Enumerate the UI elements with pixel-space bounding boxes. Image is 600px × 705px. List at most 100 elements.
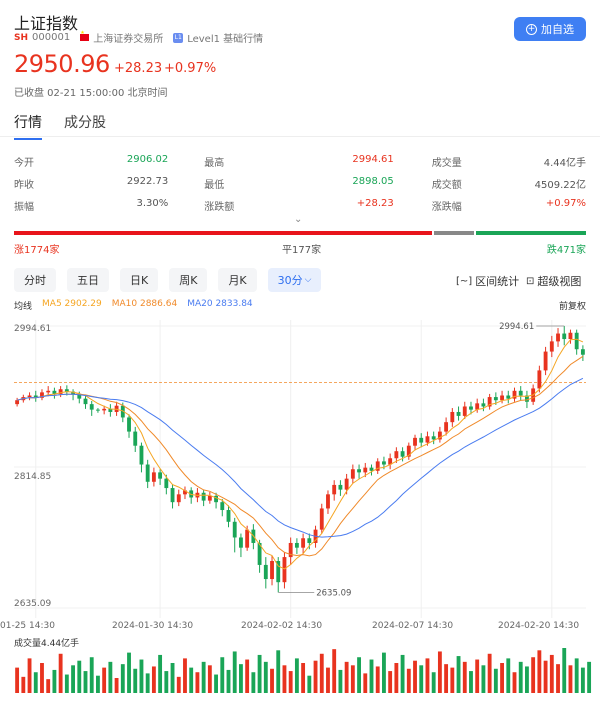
tab-quote[interactable]: 行情 xyxy=(14,112,42,140)
volume-bar xyxy=(257,654,262,693)
volume-bar xyxy=(462,661,467,693)
volume-bar xyxy=(388,671,393,693)
volume-bar xyxy=(587,661,592,693)
volume-bar xyxy=(556,664,560,693)
adjustment-mode[interactable]: 前复权 xyxy=(558,302,586,312)
volume-bar xyxy=(220,657,225,693)
add-watchlist-button[interactable]: + 加自选 xyxy=(514,17,586,41)
volume-bar xyxy=(158,654,163,693)
volume-bar xyxy=(114,678,119,693)
volume-label: 成交量4.44亿手 xyxy=(14,639,80,649)
expand-chevron-icon[interactable]: ⌄ xyxy=(294,214,303,225)
market-badge: SH xyxy=(14,32,29,43)
candle-body xyxy=(456,411,461,416)
volume-bar xyxy=(40,663,44,693)
volume-bar xyxy=(102,667,107,693)
volume-bar xyxy=(319,653,324,693)
axis-labels-layer: 2994.61 2814.85 2635.09 01-25 14:30 2024-01-… xyxy=(0,322,579,631)
candle-body xyxy=(419,437,424,443)
volume-bar xyxy=(425,658,430,693)
candle-body xyxy=(382,461,386,465)
plus-circle-icon: + xyxy=(526,23,537,35)
candle-body xyxy=(89,404,94,410)
volume-bar xyxy=(350,665,355,693)
level1-icon: L1 xyxy=(173,32,184,43)
breadth-flat-bar xyxy=(434,231,474,235)
period-30min[interactable]: 30分 ⌵ xyxy=(267,268,322,292)
period-monthly[interactable]: 月K xyxy=(218,268,257,292)
volume-bar xyxy=(83,671,88,693)
period-weekly[interactable]: 周K xyxy=(169,268,208,292)
main-tabs: 行情 成分股 xyxy=(14,112,106,140)
candle-body xyxy=(307,538,312,543)
ma20-value: MA20 2833.84 xyxy=(187,299,253,309)
volume-bar xyxy=(500,663,504,693)
candle-body xyxy=(537,370,542,389)
candle-body xyxy=(77,394,82,399)
volume-bar xyxy=(338,669,343,693)
candle-body xyxy=(444,422,449,432)
tab-constituents[interactable]: 成分股 xyxy=(64,115,106,131)
volume-bar xyxy=(568,665,573,693)
candle-body xyxy=(462,406,467,416)
market-status: 已收盘 02-21 15:00:00 北京时间 xyxy=(14,88,168,99)
volume-bar xyxy=(375,666,380,693)
level-text: Level1 基础行情 xyxy=(187,34,264,45)
volume-bar xyxy=(580,667,585,693)
candle-body xyxy=(369,467,374,471)
period-5day[interactable]: 五日 xyxy=(67,268,109,292)
volume-bar xyxy=(15,667,20,693)
candle-body xyxy=(350,469,355,479)
volume-bar xyxy=(431,672,436,693)
candle-body xyxy=(344,478,349,490)
volume-bar xyxy=(176,676,181,693)
candle-body xyxy=(127,417,131,432)
candle-body xyxy=(556,333,560,342)
volume-bar xyxy=(469,671,473,693)
candle-body xyxy=(506,395,511,399)
volume-bar xyxy=(270,668,274,693)
candle-body xyxy=(301,538,306,548)
volume-bar xyxy=(506,658,511,693)
volume-bar xyxy=(456,656,461,693)
volume-bar xyxy=(543,660,548,693)
candle-body xyxy=(120,405,125,418)
candle-body xyxy=(27,395,32,398)
candle-body xyxy=(338,484,343,490)
candle-body xyxy=(400,451,405,457)
volume-bar xyxy=(46,679,51,693)
candle-body xyxy=(33,395,38,398)
candle-body xyxy=(176,494,181,503)
y-tick-label: 2814.85 xyxy=(14,472,51,482)
candle-body xyxy=(15,400,20,405)
candle-body xyxy=(357,469,361,473)
candle-body xyxy=(568,332,573,340)
volume-bar xyxy=(313,660,318,693)
price-change: +28.23 xyxy=(114,61,163,76)
volume-bar xyxy=(525,666,529,693)
volume-bar xyxy=(64,674,69,693)
volume-bar xyxy=(450,667,455,693)
range-stats-button[interactable]: [~] 区间统计 xyxy=(456,273,519,289)
stat-label: 成交额 xyxy=(431,179,462,191)
volume-bar xyxy=(344,661,349,693)
super-view-button[interactable]: ⊡ 超级视图 xyxy=(526,273,581,289)
candle-body xyxy=(239,537,243,548)
period-intraday[interactable]: 分时 xyxy=(14,268,56,292)
volume-bar xyxy=(58,653,63,693)
volume-bar xyxy=(487,653,492,693)
candle-body xyxy=(469,406,473,410)
candle-body xyxy=(232,521,237,538)
volume-bar xyxy=(512,672,517,693)
candle-body xyxy=(500,395,504,401)
stat-amplitude: 3.30% xyxy=(136,197,169,209)
candle-body xyxy=(543,351,548,371)
stats-row: 昨收 2922.73 最低 2898.05 成交额 4509.22亿 xyxy=(14,172,586,194)
candle-body xyxy=(493,397,498,401)
period-daily[interactable]: 日K xyxy=(120,268,159,292)
volume-bar xyxy=(127,652,131,693)
candle-body xyxy=(437,431,442,440)
volume-bar xyxy=(363,673,368,693)
range-icon: [~] xyxy=(456,275,473,287)
